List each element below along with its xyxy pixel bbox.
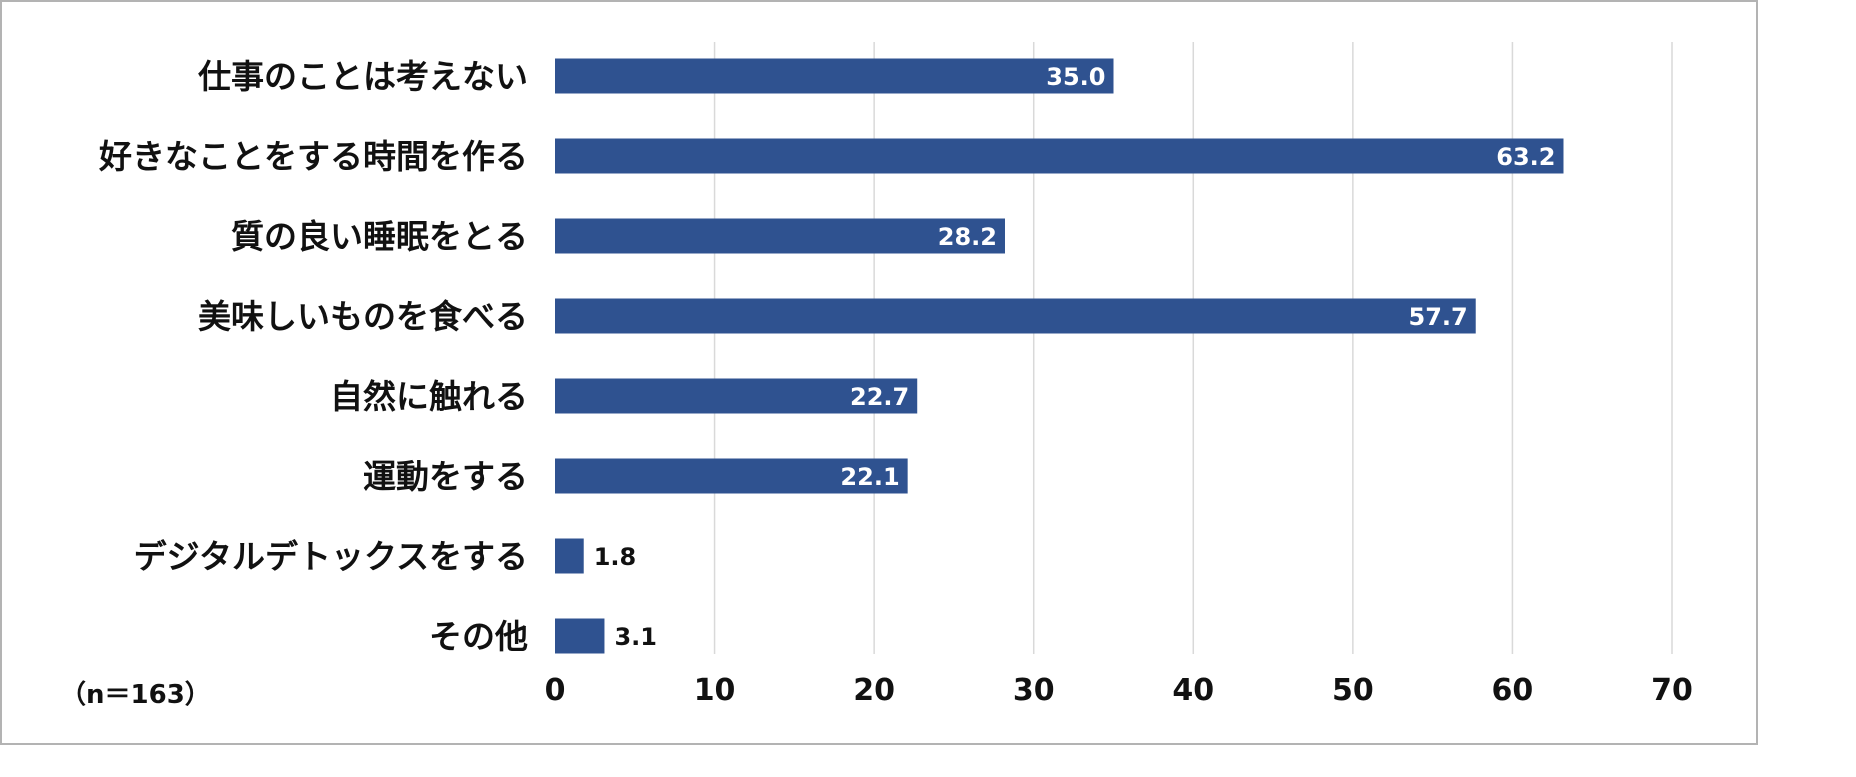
bar (555, 298, 1476, 334)
grid-lines (713, 42, 1673, 654)
bar (555, 538, 584, 574)
x-tick-label: 70 (1651, 673, 1693, 708)
bar (555, 458, 908, 494)
category-label: 仕事のことは考えない (198, 57, 528, 96)
category-label: その他 (429, 617, 528, 656)
data-label: 1.8 (594, 543, 637, 571)
bar (555, 138, 1564, 174)
category-label: 運動をする (363, 457, 528, 496)
data-label: 22.7 (850, 383, 909, 411)
x-axis-ticks: 0 10 20 30 40 50 60 70 (545, 673, 1693, 708)
bars: 35.0 63.2 28.2 57.7 22.7 22.1 1.8 3.1 (555, 58, 1564, 654)
category-label: 質の良い睡眠をとる (231, 217, 528, 256)
category-label: 美味しいものを食べる (198, 297, 528, 336)
data-label: 28.2 (938, 223, 997, 251)
category-labels: 仕事のことは考えない好きなことをする時間を作る質の良い睡眠をとる美味しいものを食… (98, 57, 528, 656)
bar-chart: 35.0 63.2 28.2 57.7 22.7 22.1 1.8 3.1 仕事のことは考えな… (98, 42, 1693, 708)
x-tick-label: 50 (1332, 673, 1374, 708)
data-label: 63.2 (1496, 143, 1555, 171)
category-label: デジタルデトックスをする (134, 537, 528, 576)
sample-size-note: （n＝163） (60, 680, 211, 710)
bar (555, 218, 1005, 254)
data-label: 57.7 (1409, 303, 1468, 331)
bar (555, 58, 1114, 94)
bar (555, 378, 918, 414)
x-tick-label: 20 (853, 673, 895, 708)
data-label: 3.1 (614, 623, 657, 651)
x-tick-label: 30 (1013, 673, 1055, 708)
x-tick-label: 0 (545, 673, 566, 708)
data-label: 35.0 (1046, 63, 1105, 91)
category-label: 自然に触れる (330, 377, 528, 416)
x-tick-label: 40 (1172, 673, 1214, 708)
x-tick-label: 60 (1492, 673, 1534, 708)
category-label: 好きなことをする時間を作る (98, 137, 528, 176)
x-tick-label: 10 (694, 673, 736, 708)
bar (555, 618, 605, 654)
chart-frame: 35.0 63.2 28.2 57.7 22.7 22.1 1.8 3.1 仕事のことは考えな… (0, 0, 1758, 745)
data-label: 22.1 (840, 463, 899, 491)
